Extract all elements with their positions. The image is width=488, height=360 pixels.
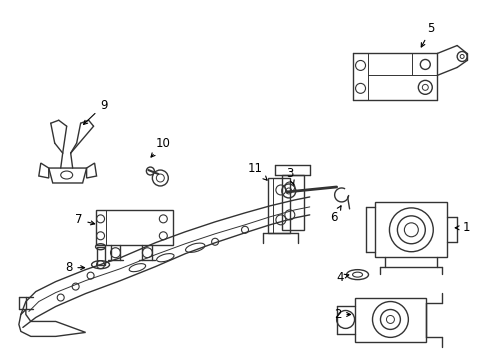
Text: 10: 10 [151,137,170,157]
Text: 11: 11 [247,162,266,180]
Text: 5: 5 [420,22,434,47]
Text: 9: 9 [83,99,107,125]
Text: 3: 3 [285,167,294,185]
Bar [281,175,303,230]
Text: 6: 6 [329,206,340,224]
Bar [375,202,447,257]
Text: 4: 4 [335,271,348,284]
Bar [354,298,426,342]
Text: 1: 1 [454,221,469,234]
Bar [267,178,289,233]
Text: 7: 7 [75,213,95,226]
Bar [96,247,104,265]
Text: 8: 8 [65,261,84,274]
Text: 2: 2 [333,308,350,321]
Bar [95,210,173,245]
